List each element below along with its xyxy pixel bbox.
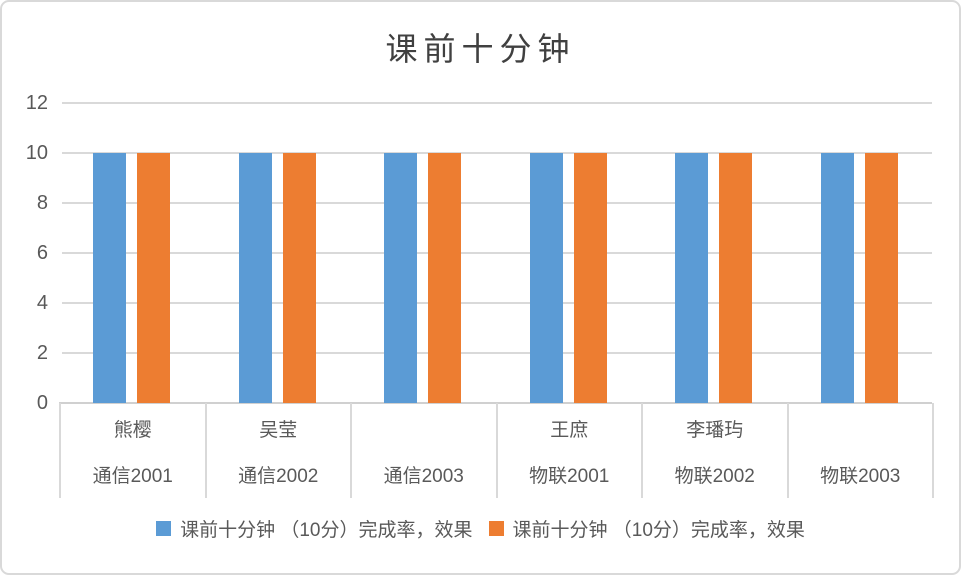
category-class-label: 通信2003: [383, 466, 464, 487]
category-class-label: 通信2001: [92, 466, 173, 487]
category-cell-2: 吴莹通信2002: [204, 403, 351, 498]
bar-series2-cat2: [283, 153, 316, 403]
y-tick-label-2: 2: [36, 342, 48, 364]
category-cell-5: 李璠玙物联2002: [641, 403, 787, 498]
y-tick-label-0: 0: [36, 392, 48, 414]
category-cell-4: 王庶物联2001: [495, 403, 642, 498]
bar-series1-cat5: [675, 153, 708, 403]
category-class-label: 通信2002: [238, 466, 319, 487]
legend-marker-blue-icon: [156, 521, 172, 536]
bar-series2-cat6: [865, 153, 898, 403]
bar-series1-cat2: [239, 153, 272, 403]
category-name-label: 李璠玙: [686, 420, 744, 441]
category-name-label: 王庶: [550, 420, 589, 441]
bar-series2-cat1: [137, 153, 170, 403]
bar-series1-cat1: [93, 153, 126, 403]
chart-title: 课前十分钟: [385, 31, 576, 67]
gridline-y6: [62, 252, 932, 254]
category-cell-3: 通信2003: [350, 403, 496, 498]
category-name-label: 熊樱: [113, 420, 152, 441]
y-tick-label-10: 10: [25, 142, 48, 164]
bar-series2-cat5: [719, 153, 752, 403]
gridline-y10: [62, 152, 932, 154]
gridline-y8: [62, 202, 932, 204]
category-axis: 熊樱 通信2001 吴莹 通信2002 通信2003 王庶 物联2001 李璠玙 物联2002 物…: [59, 403, 934, 498]
gridline-y4: [62, 302, 932, 304]
category-class-label: 物联2003: [820, 466, 901, 487]
y-tick-label-6: 6: [36, 242, 48, 264]
legend-marker-orange-icon: [488, 521, 504, 536]
category-cell-6: 物联2003: [786, 403, 934, 498]
y-tick-label-12: 12: [25, 92, 48, 114]
category-cell-1: 熊樱通信2001: [59, 403, 205, 498]
bar-series1-cat4: [530, 153, 563, 403]
gridline-y12: [62, 102, 932, 104]
legend: 课前十分钟 （10分）完成率，效果 课前十分钟 （10分）完成率，效果: [2, 515, 959, 542]
bar-series1-cat6: [821, 153, 854, 403]
category-class-label: 物联2002: [674, 466, 755, 487]
gridline-y2: [62, 352, 932, 354]
category-name-label: 吴莹: [259, 420, 298, 441]
category-class-label: 物联2001: [529, 466, 610, 487]
y-tick-label-4: 4: [36, 292, 48, 314]
legend-entry-series1: 课前十分钟 （10分）完成率，效果: [156, 515, 473, 542]
legend-label-series2: 课前十分钟 （10分）完成率，效果: [512, 520, 805, 541]
legend-entry-series2: 课前十分钟 （10分）完成率，效果: [488, 515, 805, 542]
bar-series1-cat3: [384, 153, 417, 403]
legend-label-series1: 课前十分钟 （10分）完成率，效果: [180, 520, 473, 541]
bar-series2-cat3: [428, 153, 461, 403]
y-tick-label-8: 8: [36, 192, 48, 214]
bar-series2-cat4: [574, 153, 607, 403]
